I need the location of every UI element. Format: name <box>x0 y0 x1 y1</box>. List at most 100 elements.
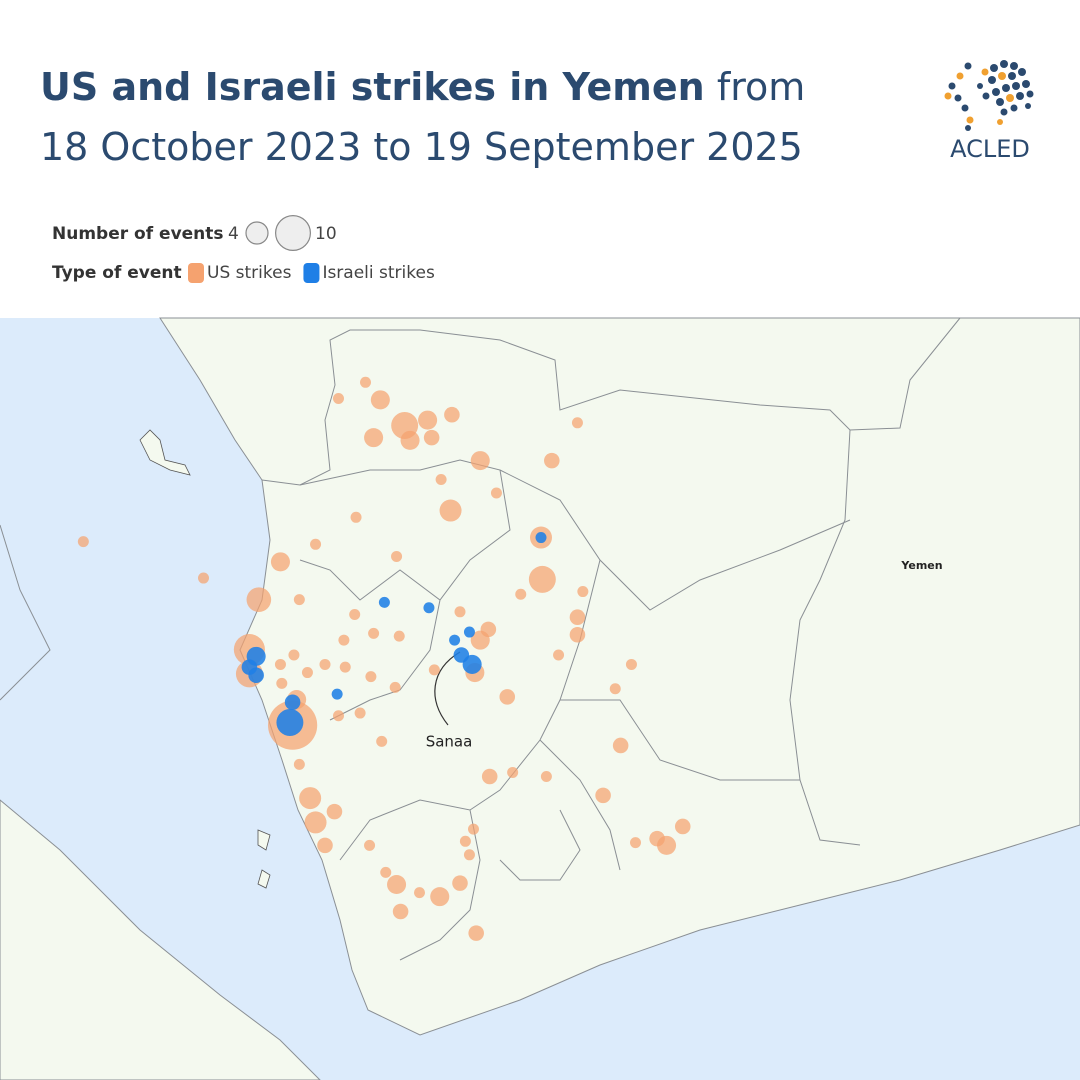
event-bubble <box>368 627 380 639</box>
event-bubble <box>393 630 405 642</box>
size-legend-title: Number of events <box>52 224 224 244</box>
event-bubble <box>400 430 420 450</box>
title-line-2: 18 October 2023 to 19 September 2025 <box>40 125 803 169</box>
event-bubble <box>657 835 677 855</box>
event-bubble <box>288 649 300 661</box>
event-bubble <box>463 626 475 638</box>
event-bubble <box>387 874 407 895</box>
size-legend-min <box>245 221 269 245</box>
island <box>139 429 191 476</box>
event-bubble <box>553 649 565 661</box>
event-bubble <box>339 661 351 673</box>
legend-swatch <box>188 263 204 283</box>
event-bubble <box>317 837 333 854</box>
event-bubble <box>360 376 371 388</box>
size-legend-min-label: 4 <box>228 224 239 244</box>
africa-land <box>0 799 321 1080</box>
title-rest: from <box>717 65 805 109</box>
event-bubble <box>378 596 390 608</box>
title-line-1: US and Israeli strikes in Yemen from <box>40 65 805 109</box>
event-bubble <box>571 417 583 429</box>
event-bubble <box>299 787 322 810</box>
event-bubble <box>293 594 305 606</box>
event-bubble <box>350 511 362 523</box>
event-bubble <box>439 499 462 522</box>
oman-border <box>789 429 861 846</box>
event-bubble <box>463 849 475 861</box>
event-bubble <box>310 538 322 550</box>
event-bubble <box>444 406 460 423</box>
event-bubble <box>449 634 461 646</box>
logo: ACLED <box>944 60 1034 163</box>
event-bubble <box>376 735 388 747</box>
event-bubble <box>248 667 264 684</box>
event-bubble <box>301 667 313 679</box>
event-bubble <box>354 707 366 719</box>
saudi-border <box>261 317 961 486</box>
type-legend-title: Type of event <box>52 263 182 283</box>
event-bubble <box>470 451 490 471</box>
map <box>0 317 1080 1080</box>
islands <box>257 829 271 889</box>
event-bubble <box>77 536 89 548</box>
event-bubble <box>364 839 376 851</box>
event-bubble <box>535 532 547 544</box>
event-bubble <box>569 626 586 643</box>
event-bubble <box>459 835 471 847</box>
event-bubble <box>333 710 344 722</box>
event-bubble <box>293 758 305 770</box>
event-bubble <box>507 766 519 778</box>
event-bubble <box>349 609 361 620</box>
event-bubble <box>274 658 286 670</box>
event-bubble <box>418 410 438 430</box>
arabia-land <box>159 317 1080 1036</box>
size-legend-max <box>275 215 311 251</box>
event-bubble <box>304 811 327 834</box>
sanaa-leader <box>434 651 461 726</box>
event-bubble <box>528 565 556 593</box>
event-bubble <box>609 683 621 695</box>
coast <box>0 524 51 701</box>
event-bubble <box>612 737 629 754</box>
legend-swatch <box>303 263 320 283</box>
country-label: Yemen <box>900 559 942 572</box>
event-bubble <box>674 818 691 835</box>
event-bubble <box>391 550 403 562</box>
event-bubble <box>380 866 392 878</box>
event-bubble <box>430 887 450 907</box>
size-legend-max-label: 10 <box>315 224 337 244</box>
event-bubble <box>452 875 468 891</box>
event-bubble <box>540 771 552 782</box>
event-bubble <box>246 587 272 612</box>
event-bubble <box>365 671 377 683</box>
event-bubble <box>462 654 482 674</box>
event-bubble <box>468 925 484 941</box>
event-bubble <box>577 586 589 598</box>
event-bubble <box>625 658 637 670</box>
event-bubble <box>270 552 290 572</box>
event-bubble <box>454 606 466 618</box>
event-bubble <box>490 487 502 499</box>
title-bold: US and Israeli strikes in Yemen <box>40 65 705 109</box>
event-bubble <box>276 709 304 736</box>
event-bubble <box>414 887 425 899</box>
city-label: Sanaa <box>426 733 473 751</box>
event-bubble <box>392 903 409 920</box>
event-bubble <box>276 677 288 689</box>
event-bubble <box>470 630 490 650</box>
event-bubble <box>326 803 343 820</box>
event-bubble <box>569 609 586 625</box>
event-bubble <box>544 452 560 469</box>
event-bubble <box>423 602 435 614</box>
event-bubble <box>364 428 384 448</box>
legend-label: Israeli strikes <box>322 263 435 283</box>
event-bubble <box>284 694 301 711</box>
event-bubble <box>198 572 209 584</box>
event-bubble <box>389 681 401 693</box>
events <box>77 376 691 941</box>
event-bubble <box>481 768 498 785</box>
event-bubble <box>331 688 343 700</box>
event-bubble <box>428 664 440 676</box>
logo-text: ACLED <box>950 135 1030 163</box>
